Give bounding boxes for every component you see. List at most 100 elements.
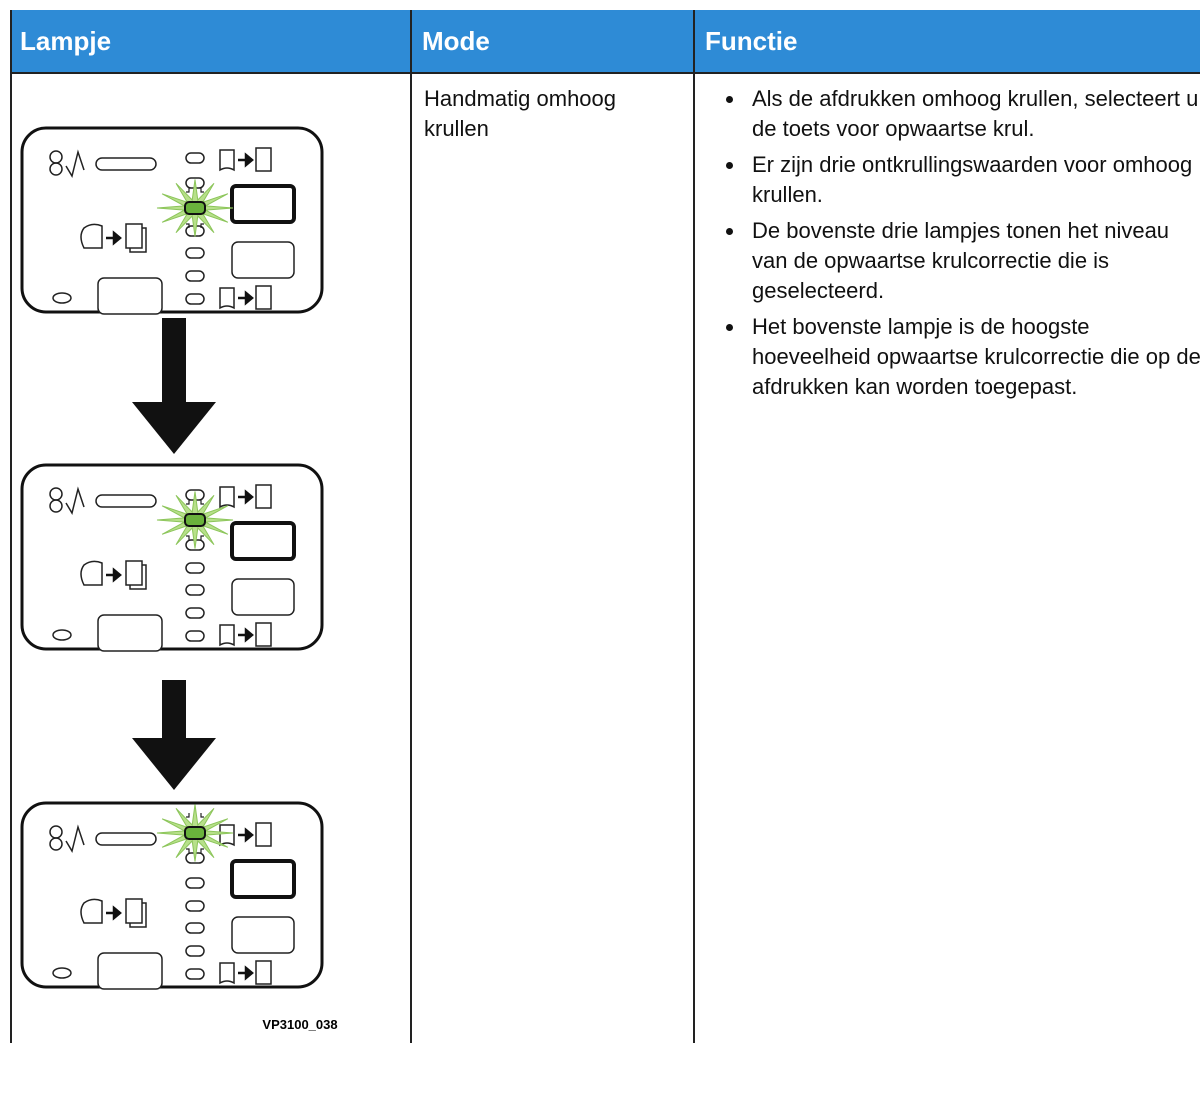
header-text: Lampje (20, 26, 112, 56)
column-border (693, 10, 695, 1043)
icon (125, 560, 143, 586)
header-text: Mode (422, 26, 490, 56)
icon (125, 223, 143, 249)
flow-arrow (132, 318, 216, 454)
lamp (185, 607, 205, 619)
icon (219, 624, 235, 647)
icon (255, 147, 272, 172)
figure-label: VP3100_038 (262, 1017, 337, 1032)
lamp-bracket (186, 500, 204, 505)
button (231, 916, 295, 954)
button (230, 859, 296, 899)
icon (129, 564, 147, 590)
icon (95, 157, 157, 171)
icon (255, 484, 272, 509)
lamp (185, 247, 205, 259)
icon (238, 965, 254, 981)
lamp (185, 877, 205, 889)
icon (219, 486, 235, 509)
icon (95, 832, 157, 846)
arrow-shaft (162, 680, 186, 740)
header-text: Functie (705, 26, 798, 56)
arrow-shaft (162, 318, 186, 404)
flow-arrow (132, 680, 216, 790)
icon (129, 227, 147, 253)
icon (238, 152, 254, 168)
icon (238, 489, 254, 505)
button (231, 241, 295, 279)
lamp-bracket (186, 188, 204, 193)
lamp-bracket (186, 223, 204, 228)
icon (95, 494, 157, 508)
icon (80, 560, 103, 586)
icon (52, 629, 72, 641)
icon (255, 622, 272, 647)
icon (219, 149, 235, 172)
lamp (185, 968, 205, 980)
lamp-bracket (186, 848, 204, 853)
control-panel (20, 126, 324, 315)
icon (106, 567, 122, 583)
icon (238, 627, 254, 643)
bullet-item: Het bovenste lampje is de hoogste hoevee… (746, 312, 1200, 402)
icon (52, 967, 72, 979)
bullet-item: Als de afdrukken omhoog krullen, selecte… (746, 84, 1200, 144)
page: {"table": {"headers": ["Lampje", "Mode",… (0, 0, 1200, 1043)
mode-text: Handmatig omhoog krullen (424, 86, 617, 141)
illustration: VP3100_038 (20, 126, 338, 1032)
icon (106, 230, 122, 246)
icon (255, 285, 272, 310)
icon (129, 902, 147, 928)
icon (106, 905, 122, 921)
header-cell: Functie (695, 10, 1200, 72)
icon (49, 162, 63, 176)
icon (238, 827, 254, 843)
header-cell: Mode (412, 10, 693, 72)
table: Lampje Mode Functie Handmatig omhoog kru… (10, 10, 1200, 1043)
lamp-bracket (186, 535, 204, 540)
arrow-head (132, 738, 216, 790)
icon (49, 837, 63, 851)
bullet-item: Er zijn drie ontkrullingswaarden voor om… (746, 150, 1200, 210)
row-border (10, 72, 1200, 74)
lit-lamp (184, 826, 206, 840)
icon (52, 292, 72, 304)
lit-lamp (184, 513, 206, 527)
button (231, 578, 295, 616)
arrow-head (132, 402, 216, 454)
button (230, 521, 296, 561)
button (97, 277, 163, 315)
lamp-bracket (186, 813, 204, 818)
icon (255, 822, 272, 847)
icon (65, 486, 85, 515)
lamp (185, 900, 205, 912)
icon (49, 499, 63, 513)
icon (65, 824, 85, 853)
icon (219, 287, 235, 310)
lamp (185, 584, 205, 596)
bullet-list: Als de afdrukken omhoog krullen, selecte… (702, 84, 1200, 402)
lamp (185, 270, 205, 282)
lamp (185, 152, 205, 164)
bullet-item: De bovenste drie lampjes tonen het nivea… (746, 216, 1200, 306)
lit-lamp (184, 201, 206, 215)
function-cell: Als de afdrukken omhoog krullen, selecte… (702, 84, 1200, 408)
button (97, 614, 163, 652)
header-cell: Lampje (10, 10, 410, 72)
button (97, 952, 163, 990)
lamp (185, 293, 205, 305)
icon (65, 149, 85, 178)
icon (255, 960, 272, 985)
icon (125, 898, 143, 924)
lamp (185, 945, 205, 957)
column-border (410, 10, 412, 1043)
control-panel (20, 801, 324, 990)
lamp (185, 630, 205, 642)
icon (219, 962, 235, 985)
icon (80, 223, 103, 249)
lamp (185, 922, 205, 934)
icon (80, 898, 103, 924)
control-panel (20, 463, 324, 652)
column-border (10, 10, 12, 1043)
icon (238, 290, 254, 306)
